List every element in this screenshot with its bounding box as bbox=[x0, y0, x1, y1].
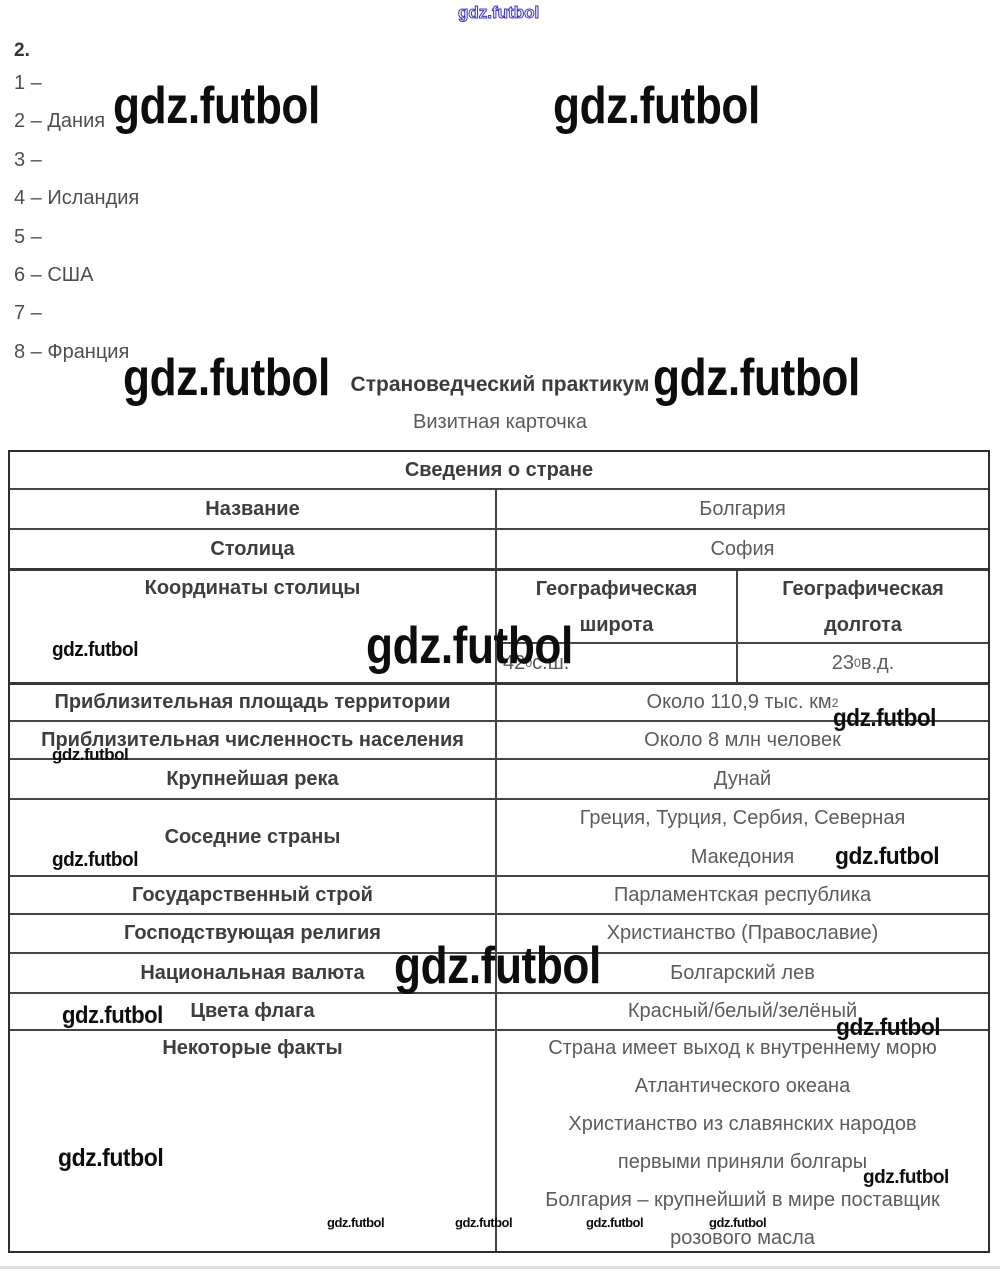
facts-line5: Болгария – крупнейший в мире поставщик bbox=[545, 1189, 940, 1211]
row-neighbors-value: Греция, Турция, Сербия, Северная Македон… bbox=[497, 800, 988, 875]
row-population: Приблизительная численность населения Ок… bbox=[10, 720, 988, 758]
section-title: Страноведческий практикум bbox=[350, 373, 650, 396]
table-header: Сведения о стране bbox=[404, 458, 594, 481]
row-area-label: Приблизительная площадь территории bbox=[10, 685, 497, 720]
row-neighbors-label: Соседние страны bbox=[10, 800, 497, 875]
scan-edge-line bbox=[0, 1266, 1000, 1269]
watermark: gdz.futbol bbox=[366, 617, 573, 675]
row-government: Государственный строй Парламентская респ… bbox=[10, 875, 988, 913]
facts-line1: Страна имеет выход к внутреннему морю bbox=[548, 1037, 937, 1059]
watermark: gdz.futbol bbox=[455, 1215, 513, 1230]
watermark: gdz.futbol bbox=[835, 843, 940, 870]
answer-item-4: 4 – Исландия bbox=[14, 187, 140, 210]
longitude-suffix: в.д. bbox=[860, 651, 895, 674]
watermark: gdz.futbol bbox=[327, 1215, 385, 1230]
row-currency-label: Национальная валюта bbox=[10, 954, 497, 992]
row-river-label: Крупнейшая река bbox=[10, 760, 497, 798]
row-population-value: Около 8 млн человек bbox=[644, 728, 841, 751]
watermark: gdz.futbol bbox=[457, 3, 540, 22]
row-religion-label: Господствующая религия bbox=[10, 915, 497, 952]
row-currency-value: Болгарский лев bbox=[670, 961, 815, 984]
row-neighbors: Соседние страны Греция, Турция, Сербия, … bbox=[10, 798, 988, 875]
answer-item-8: 8 – Франция bbox=[14, 340, 130, 363]
latitude-header: Географическая широта bbox=[497, 571, 736, 644]
row-coordinates-label: Координаты столицы bbox=[10, 571, 497, 682]
longitude-header-line1: Географическая bbox=[782, 577, 944, 600]
row-area: Приблизительная площадь территории Около… bbox=[10, 682, 988, 720]
section-subtitle: Визитная карточка bbox=[413, 411, 587, 433]
row-facts-label: Некоторые факты bbox=[10, 1031, 497, 1251]
watermark: gdz.futbol bbox=[586, 1215, 644, 1230]
latitude-value: 42 0 с.ш. bbox=[503, 651, 570, 674]
area-value-main: Около 110,9 тыс. км bbox=[646, 691, 832, 713]
watermark: gdz.futbol bbox=[833, 704, 936, 732]
watermark: gdz.futbol bbox=[62, 1002, 163, 1029]
row-government-value: Парламентская республика bbox=[613, 883, 872, 906]
watermark: gdz.futbol bbox=[863, 1167, 949, 1188]
row-name-value: Болгария bbox=[699, 497, 786, 520]
coordinates-subgrid: Географическая широта 42 0 с.ш. Географич… bbox=[497, 571, 988, 682]
task-number: 2. bbox=[14, 40, 30, 61]
row-flag-value: Красный/белый/зелёный bbox=[627, 1000, 858, 1022]
facts-line3: Христианство из славянских народов bbox=[568, 1113, 917, 1135]
row-facts-value: Страна имеет выход к внутреннему морю Ат… bbox=[497, 1031, 988, 1251]
watermark: gdz.futbol bbox=[709, 1215, 767, 1230]
neighbors-line2: Македония bbox=[690, 845, 795, 868]
longitude-header: Географическая долгота bbox=[738, 571, 988, 644]
answer-item-7: 7 – bbox=[14, 302, 42, 325]
row-area-value: Около 110,9 тыс. км 2 bbox=[646, 691, 839, 713]
row-facts: Некоторые факты Страна имеет выход к вну… bbox=[10, 1029, 988, 1251]
neighbors-line1: Греция, Турция, Сербия, Северная bbox=[579, 806, 906, 829]
watermark: gdz.futbol bbox=[394, 937, 601, 995]
row-religion-value: Христианство (Православие) bbox=[606, 922, 879, 944]
row-religion: Господствующая религия Христианство (Пра… bbox=[10, 913, 988, 952]
watermark: gdz.futbol bbox=[52, 745, 129, 764]
latitude-header-line2: широта bbox=[579, 613, 654, 636]
row-name: Название Болгария bbox=[10, 488, 988, 528]
facts-line2: Атлантического океана bbox=[634, 1075, 851, 1097]
row-flag-label: Цвета флага bbox=[10, 994, 497, 1029]
answer-item-2: 2 – Дания bbox=[14, 110, 106, 133]
answer-item-3: 3 – bbox=[14, 148, 42, 171]
row-name-label: Название bbox=[10, 490, 497, 528]
row-currency: Национальная валюта Болгарский лев bbox=[10, 952, 988, 992]
longitude-header-line2: долгота bbox=[824, 613, 902, 636]
longitude-column: Географическая долгота 23 0 в.д. bbox=[738, 571, 988, 682]
country-info-table: Сведения о стране Название Болгария Стол… bbox=[8, 450, 990, 1253]
row-capital-label: Столица bbox=[10, 530, 497, 568]
latitude-number: 42 bbox=[503, 651, 526, 674]
watermark: gdz.futbol bbox=[52, 849, 139, 871]
answer-item-6: 6 – США bbox=[14, 263, 94, 286]
answer-item-5: 5 – bbox=[14, 225, 42, 248]
row-capital-value: София bbox=[710, 537, 775, 560]
row-river-value: Дунай bbox=[713, 767, 772, 790]
watermark: gdz.futbol bbox=[836, 1014, 941, 1041]
row-coordinates: Координаты столицы Географическая широта… bbox=[10, 568, 988, 682]
facts-line4: первыми приняли болгары bbox=[617, 1151, 868, 1173]
row-population-label: Приблизительная численность населения bbox=[10, 722, 497, 758]
answers-list: 1 – 2 – Дания 3 – 4 – Исландия 5 – 6 – С… bbox=[14, 64, 139, 371]
watermark: gdz.futbol bbox=[653, 349, 860, 407]
watermark: gdz.futbol bbox=[123, 349, 330, 407]
table-header-row: Сведения о стране bbox=[10, 452, 988, 488]
row-capital: Столица София bbox=[10, 528, 988, 568]
watermark: gdz.futbol bbox=[553, 77, 760, 135]
latitude-column: Географическая широта 42 0 с.ш. bbox=[497, 571, 738, 682]
longitude-value: 23 0 в.д. bbox=[831, 651, 895, 674]
row-river: Крупнейшая река Дунай bbox=[10, 758, 988, 798]
latitude-suffix: с.ш. bbox=[532, 651, 570, 674]
longitude-number: 23 bbox=[831, 651, 854, 674]
watermark: gdz.futbol bbox=[113, 77, 320, 135]
answer-item-1: 1 – bbox=[14, 72, 42, 94]
watermark: gdz.futbol bbox=[52, 639, 139, 661]
row-government-label: Государственный строй bbox=[10, 877, 497, 913]
latitude-header-line1: Географическая bbox=[535, 577, 698, 600]
row-flag: Цвета флага Красный/белый/зелёный bbox=[10, 992, 988, 1029]
watermark: gdz.futbol bbox=[58, 1144, 164, 1172]
facts-line6: розового масла bbox=[670, 1227, 815, 1249]
